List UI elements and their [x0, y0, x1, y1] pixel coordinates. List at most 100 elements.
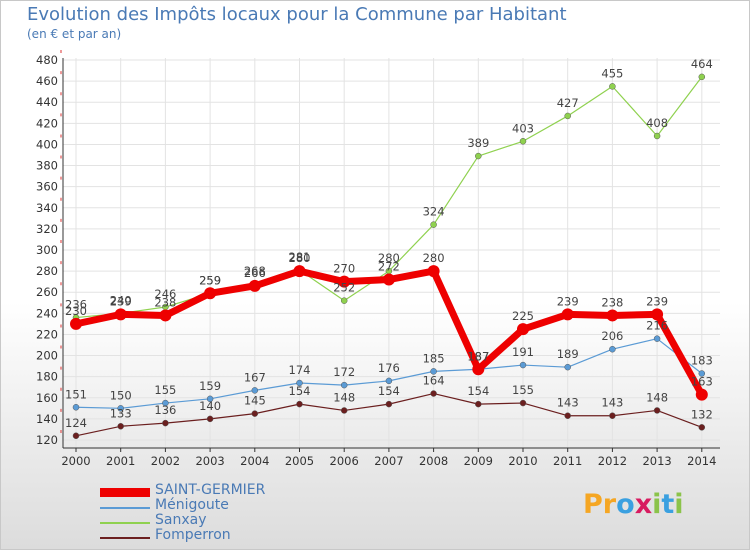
data-label: 187: [467, 349, 489, 363]
data-label: 389: [467, 136, 489, 150]
y-tick-label: 220: [36, 327, 58, 341]
legend-label: Ménigoute: [155, 497, 229, 513]
data-point: [162, 399, 169, 407]
data-label: 239: [110, 294, 132, 308]
data-label: 154: [378, 384, 400, 398]
data-point: [117, 405, 124, 412]
y-tick-label: 140: [36, 412, 58, 426]
data-label: 216: [646, 319, 668, 333]
data-point: [72, 404, 80, 411]
y-tick-label: 180: [36, 370, 58, 384]
data-point: [606, 309, 619, 322]
data-label: 185: [423, 351, 445, 365]
logo-letter: x: [634, 489, 653, 520]
x-tick-label: 2013: [642, 454, 671, 468]
legend-item-menigoute: Ménigoute: [100, 497, 300, 515]
data-label: 280: [423, 251, 445, 265]
legend-label: Sanxay: [155, 512, 207, 528]
data-point: [251, 410, 259, 417]
chart-subtitle: (en € et par an): [27, 27, 122, 41]
y-tick-label: 480: [36, 53, 58, 67]
data-label: 252: [333, 281, 355, 295]
data-point: [609, 412, 616, 419]
data-label: 133: [110, 406, 132, 420]
data-point: [162, 419, 169, 427]
data-label: 148: [333, 390, 355, 404]
y-tick-label: 300: [36, 243, 58, 257]
x-tick-label: 2000: [61, 454, 90, 468]
data-point: [698, 424, 706, 431]
data-point: [430, 368, 437, 375]
legend-label: SAINT-GERMIER: [155, 482, 266, 498]
y-tick-label: 460: [36, 74, 58, 88]
logo-letter: i: [652, 489, 662, 520]
x-tick-label: 2006: [330, 454, 359, 468]
legend-swatch: [100, 507, 150, 509]
data-point: [159, 309, 172, 322]
data-point: [564, 363, 571, 371]
y-tick-label: 280: [36, 264, 58, 278]
data-label: 163: [691, 375, 713, 389]
data-label: 259: [199, 273, 221, 287]
logo-letter: r: [602, 489, 617, 520]
data-label: 124: [65, 416, 87, 430]
data-point: [519, 138, 527, 145]
data-label: 183: [691, 354, 713, 368]
data-point: [248, 279, 261, 292]
y-tick-label: 260: [36, 285, 58, 299]
legend-item-saint-germier: SAINT-GERMIER: [100, 482, 300, 500]
y-tick-label: 320: [36, 222, 58, 236]
data-label: 140: [199, 399, 221, 413]
data-point: [698, 73, 706, 81]
legend-swatch: [100, 537, 150, 539]
data-point: [114, 308, 127, 321]
data-point: [206, 415, 214, 423]
data-label: 239: [646, 294, 668, 308]
x-tick-label: 2014: [687, 454, 716, 468]
data-label: 272: [378, 260, 400, 274]
data-point: [564, 412, 571, 419]
data-label: 408: [646, 116, 668, 130]
data-point: [609, 83, 616, 90]
data-point: [517, 323, 529, 336]
data-label: 280: [378, 251, 400, 265]
data-label: 145: [244, 394, 266, 408]
x-tick-label: 2005: [285, 454, 314, 468]
data-point: [72, 432, 80, 440]
data-label: 151: [65, 387, 87, 401]
data-point: [293, 265, 306, 278]
data-label: 150: [110, 388, 132, 402]
data-point: [117, 423, 124, 430]
data-label: 191: [512, 345, 534, 359]
data-label: 143: [557, 396, 579, 410]
data-label: 148: [646, 390, 668, 404]
x-tick-label: 2009: [464, 454, 493, 468]
x-tick-label: 2010: [508, 454, 537, 468]
data-label: 143: [601, 396, 623, 410]
y-tick-label: 340: [36, 201, 58, 215]
data-point: [385, 377, 393, 385]
data-label: 324: [423, 205, 445, 219]
data-label: 280: [289, 251, 311, 265]
data-point: [472, 363, 485, 376]
data-label: 154: [289, 384, 311, 398]
data-point: [338, 275, 351, 288]
legend-item-sanxay: Sanxay: [100, 512, 300, 530]
data-label: 268: [244, 264, 266, 278]
data-point: [430, 390, 437, 397]
legend-label: Fomperron: [155, 527, 231, 543]
data-point: [340, 297, 348, 304]
data-label: 259: [199, 273, 221, 287]
x-tick-label: 2004: [240, 454, 269, 468]
logo-letter: i: [674, 489, 684, 520]
data-label: 154: [467, 384, 489, 398]
data-point: [206, 395, 214, 403]
data-point: [561, 308, 574, 321]
x-tick-label: 2001: [106, 454, 135, 468]
logo-letter: o: [616, 489, 635, 520]
data-point: [340, 407, 348, 414]
data-point: [382, 273, 395, 286]
data-point: [475, 400, 482, 408]
data-point: [653, 132, 661, 140]
data-point: [475, 152, 482, 160]
